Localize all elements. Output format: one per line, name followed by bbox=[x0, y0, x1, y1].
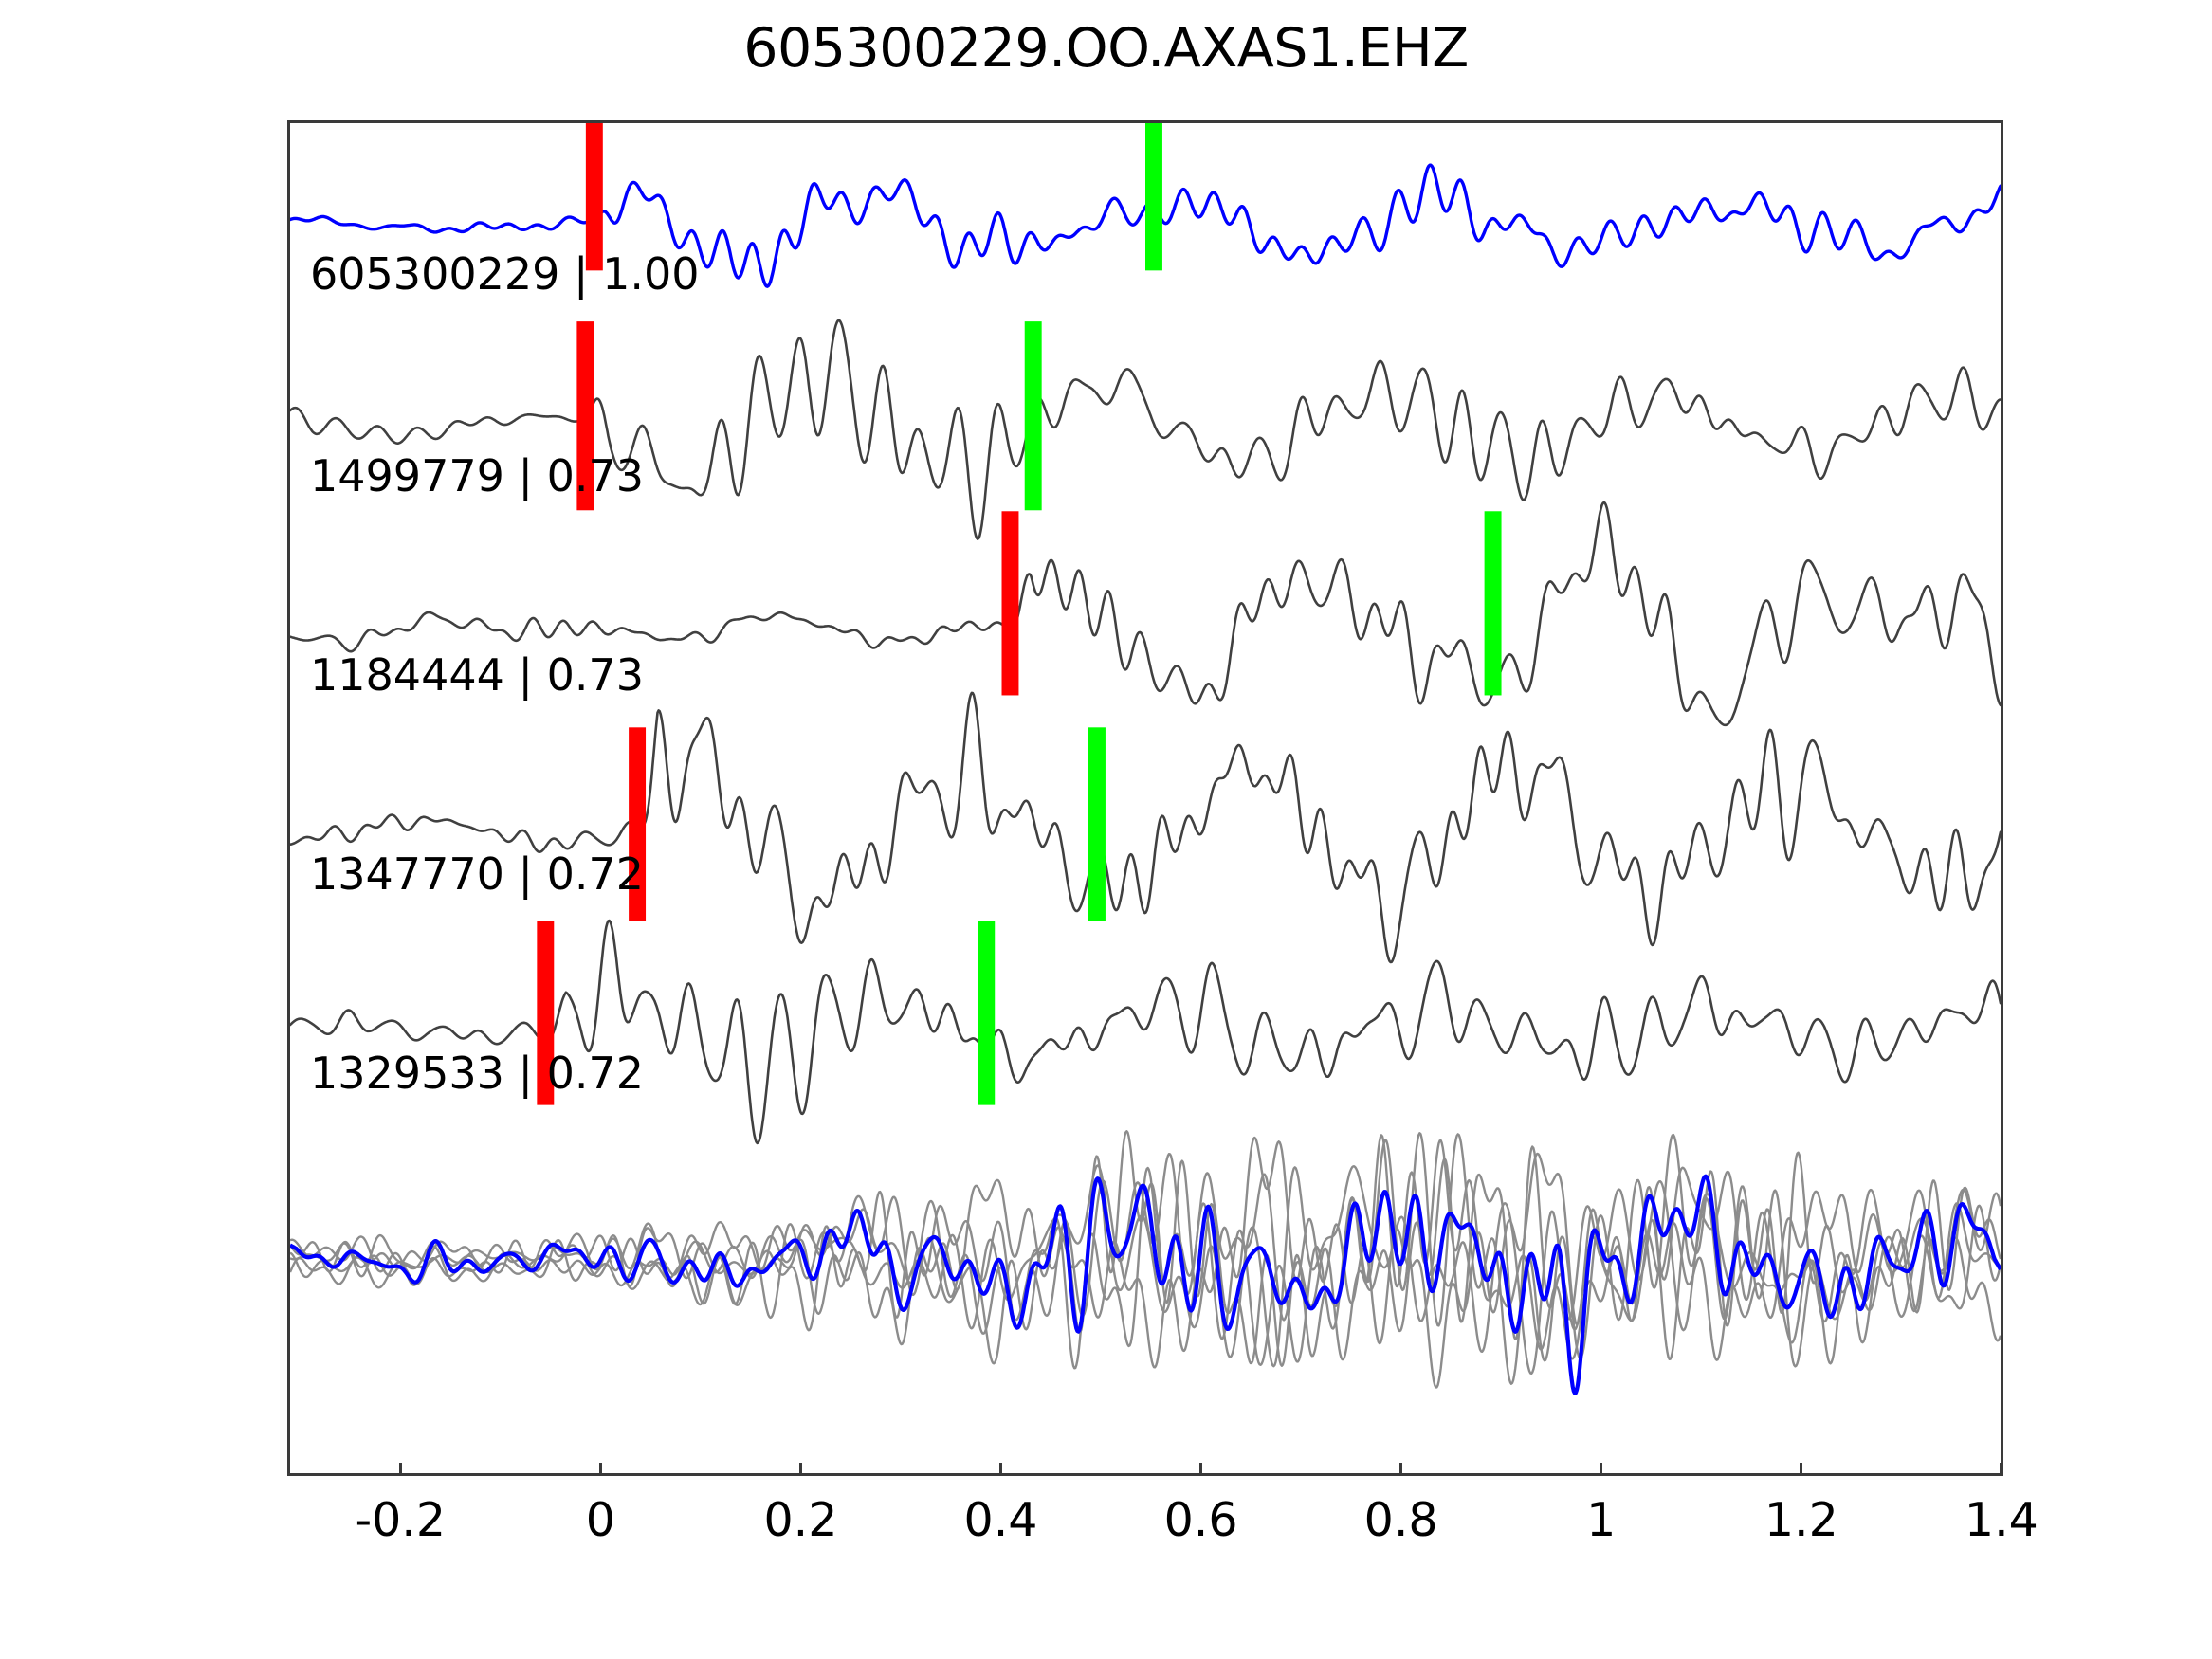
trace-label-1499779: 1499779 | 0.73 bbox=[310, 450, 645, 501]
waveform-line bbox=[290, 691, 2001, 964]
s-pick-marker-605300229 bbox=[1145, 123, 1162, 271]
waveform-line bbox=[290, 501, 2001, 727]
trace-label-1347770: 1347770 | 0.72 bbox=[310, 848, 645, 900]
x-tick-label: 0.6 bbox=[1163, 1493, 1238, 1547]
x-tick-mark bbox=[598, 1463, 602, 1476]
x-tick-mark bbox=[1399, 1463, 1403, 1476]
trace-1329533 bbox=[290, 919, 2001, 1145]
stack-mean-trace bbox=[290, 1174, 2001, 1395]
p-pick-marker-605300229 bbox=[585, 123, 603, 271]
x-tick-mark bbox=[398, 1463, 402, 1476]
x-tick-label: 0.8 bbox=[1363, 1493, 1438, 1547]
s-pick-marker-1184444 bbox=[1484, 511, 1502, 696]
trace-label-1329533: 1329533 | 0.72 bbox=[310, 1048, 645, 1099]
x-tick-label: 0.4 bbox=[963, 1493, 1038, 1547]
stack-overlay-trace bbox=[290, 1132, 2001, 1385]
x-tick-mark bbox=[2000, 1463, 2003, 1476]
x-tick-label: 0.2 bbox=[763, 1493, 838, 1547]
s-pick-marker-1499779 bbox=[1024, 321, 1042, 511]
x-tick-mark bbox=[798, 1463, 802, 1476]
trace-label-1184444: 1184444 | 0.73 bbox=[310, 649, 645, 701]
waveform-line bbox=[290, 319, 2001, 540]
x-tick-mark bbox=[1600, 1463, 1603, 1476]
x-tick-label: 1.2 bbox=[1764, 1493, 1838, 1547]
trace-1184444 bbox=[290, 501, 2001, 727]
trace-1347770 bbox=[290, 691, 2001, 964]
x-tick-mark bbox=[998, 1463, 1002, 1476]
s-pick-marker-1329533 bbox=[978, 921, 996, 1105]
trace-label-605300229: 605300229 | 1.00 bbox=[310, 248, 700, 300]
stack-panel bbox=[290, 1130, 2001, 1395]
p-pick-marker-1347770 bbox=[629, 727, 647, 921]
x-tick-mark bbox=[1199, 1463, 1203, 1476]
stack-overlay-trace bbox=[290, 1136, 2001, 1389]
x-tick-label: -0.2 bbox=[355, 1493, 447, 1547]
x-tick-label: 1 bbox=[1586, 1493, 1617, 1547]
waveform-plot bbox=[290, 123, 2001, 1395]
waveform-line bbox=[290, 919, 2001, 1145]
x-tick-label: 0 bbox=[585, 1493, 615, 1547]
s-pick-marker-1347770 bbox=[1088, 727, 1106, 921]
p-pick-marker-1184444 bbox=[1001, 511, 1019, 696]
stack-overlay-trace bbox=[290, 1145, 2001, 1370]
x-tick-mark bbox=[1800, 1463, 1803, 1476]
x-tick-label: 1.4 bbox=[1964, 1493, 2038, 1547]
p-pick-marker-1329533 bbox=[537, 921, 555, 1105]
trace-1499779 bbox=[290, 319, 2001, 540]
plot-axes bbox=[287, 120, 2003, 1476]
page-title: 605300229.OO.AXAS1.EHZ bbox=[743, 17, 1469, 80]
p-pick-marker-1499779 bbox=[576, 321, 594, 511]
